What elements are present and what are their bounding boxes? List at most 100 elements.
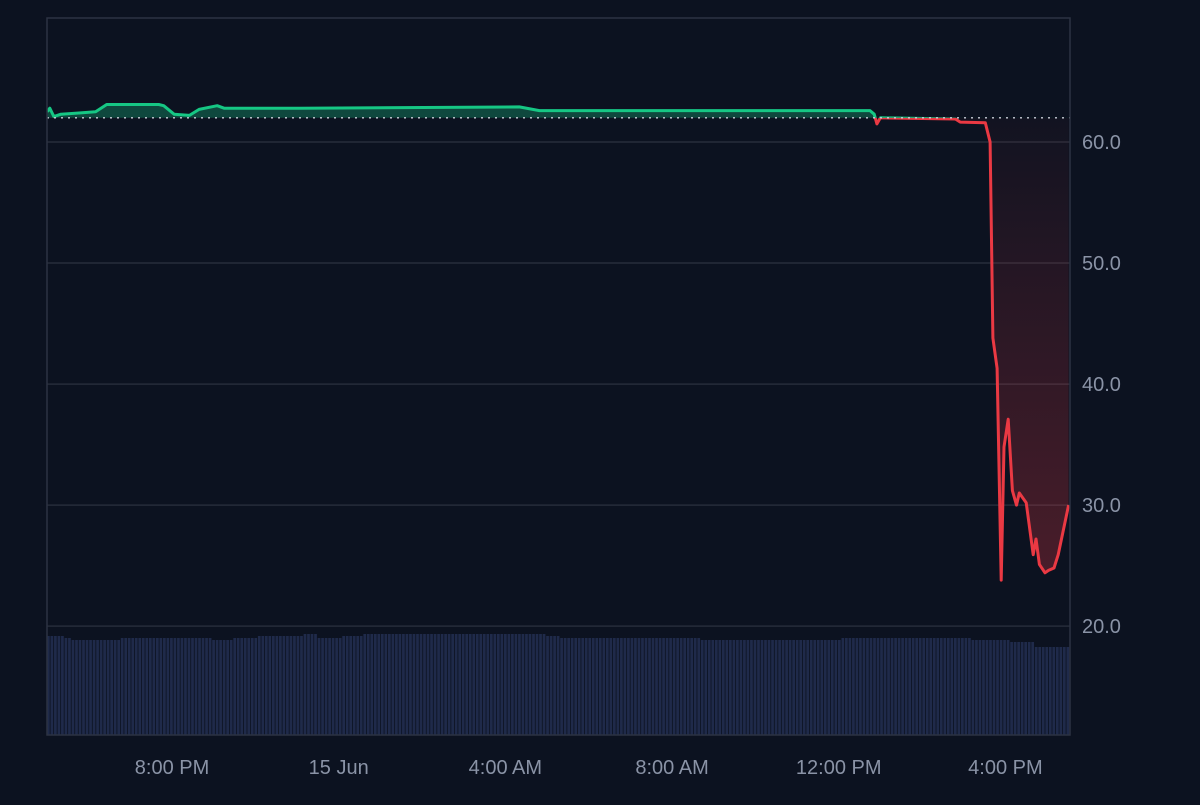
- volume-bar: [641, 638, 644, 735]
- x-tick-label: 12:00 PM: [796, 757, 882, 779]
- price-series: [47, 104, 1069, 580]
- volume-bar: [592, 638, 595, 735]
- volume-bar: [725, 640, 728, 735]
- volume-bar: [532, 634, 535, 735]
- volume-bar: [508, 634, 511, 735]
- volume-bar: [427, 634, 430, 735]
- volume-bar: [493, 634, 496, 735]
- volume-bar: [606, 638, 609, 735]
- volume-bar: [1045, 647, 1048, 735]
- volume-bar: [778, 640, 781, 735]
- volume-bar: [244, 638, 247, 735]
- volume-bar: [384, 634, 387, 735]
- volume-bar: [437, 634, 440, 735]
- volume-bar: [940, 638, 943, 735]
- volume-bar: [86, 640, 89, 735]
- volume-bar: [135, 638, 138, 735]
- volume-bar: [750, 640, 753, 735]
- volume-bar: [500, 634, 503, 735]
- volume-bar: [212, 640, 215, 735]
- volume-bar: [163, 638, 166, 735]
- volume-bar: [300, 636, 303, 735]
- volume-bar: [103, 640, 106, 735]
- volume-bar: [729, 640, 732, 735]
- volume-bar: [177, 638, 180, 735]
- volume-bar: [276, 636, 279, 735]
- volume-bar: [736, 640, 739, 735]
- volume-bar: [915, 638, 918, 735]
- volume-bar: [922, 638, 925, 735]
- volume-bar: [722, 640, 725, 735]
- volume-bar: [1010, 642, 1013, 735]
- volume-bar: [986, 640, 989, 735]
- volume-bar: [395, 634, 398, 735]
- volume-bar: [265, 636, 268, 735]
- volume-bar: [490, 634, 493, 735]
- y-tick-label: 50.0: [1082, 253, 1121, 275]
- volume-bar: [768, 640, 771, 735]
- volume-bar: [469, 634, 472, 735]
- volume-bar: [251, 638, 254, 735]
- volume-bar: [476, 634, 479, 735]
- volume-bar: [827, 640, 830, 735]
- volume-bar: [1007, 640, 1010, 735]
- volume-bar: [652, 638, 655, 735]
- volume-bar: [145, 638, 148, 735]
- volume-bar: [810, 640, 813, 735]
- volume-bar: [114, 640, 117, 735]
- volume-bar: [479, 634, 482, 735]
- volume-bar: [58, 636, 61, 735]
- volume-bar: [1021, 642, 1024, 735]
- volume-bar: [117, 640, 120, 735]
- volume-bar: [458, 634, 461, 735]
- volume-bar: [198, 638, 201, 735]
- volume-bar: [159, 638, 162, 735]
- volume-bar: [1000, 640, 1003, 735]
- volume-bar: [599, 638, 602, 735]
- volume-bar: [191, 638, 194, 735]
- volume-bar: [655, 638, 658, 735]
- volume-bar: [979, 640, 982, 735]
- volume-bar: [539, 634, 542, 735]
- volume-bar: [813, 640, 816, 735]
- volume-bar: [258, 636, 261, 735]
- volume-bar: [1049, 647, 1052, 735]
- volume-bar: [581, 638, 584, 735]
- volume-bar: [884, 638, 887, 735]
- volume-bar: [423, 634, 426, 735]
- volume-bar: [950, 638, 953, 735]
- volume-bar: [314, 634, 317, 735]
- volume-bar: [388, 634, 391, 735]
- volume-bar: [831, 640, 834, 735]
- volume-bar: [515, 634, 518, 735]
- volume-bar: [754, 640, 757, 735]
- volume-bar: [954, 638, 957, 735]
- volume-bar: [1035, 647, 1038, 735]
- volume-bar: [690, 638, 693, 735]
- y-tick-label: 60.0: [1082, 132, 1121, 154]
- volume-bar: [852, 638, 855, 735]
- volume-bar: [845, 638, 848, 735]
- volume-bar: [1063, 647, 1066, 735]
- volume-bar: [353, 636, 356, 735]
- volume-bar: [543, 634, 546, 735]
- volume-bar: [107, 640, 110, 735]
- volume-bar: [318, 638, 321, 735]
- volume-bar: [406, 634, 409, 735]
- volume-bar: [659, 638, 662, 735]
- volume-bar: [68, 638, 71, 735]
- volume-bar: [100, 640, 103, 735]
- volume-bar: [550, 636, 553, 735]
- volume-bar: [381, 634, 384, 735]
- volume-bar: [402, 634, 405, 735]
- volume-bar: [841, 638, 844, 735]
- grid-lines: [47, 142, 1070, 626]
- volume-bar: [620, 638, 623, 735]
- x-tick-label: 8:00 AM: [635, 757, 708, 779]
- area-above-baseline: [47, 105, 1069, 581]
- volume-bar: [283, 636, 286, 735]
- volume-bar: [866, 638, 869, 735]
- volume-bar: [947, 638, 950, 735]
- volume-bar: [472, 634, 475, 735]
- volume-bar: [75, 640, 78, 735]
